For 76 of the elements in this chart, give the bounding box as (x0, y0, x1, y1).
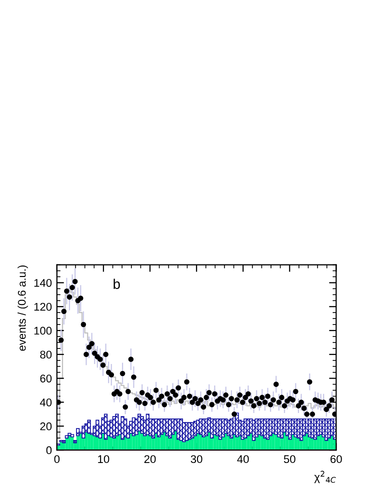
bar (196, 433, 200, 450)
bar (88, 433, 90, 450)
bar (96, 420, 100, 438)
x-tick-label: 40 (237, 455, 249, 464)
y-axis-title: events / (0.6 a.u.) (18, 265, 28, 351)
bar (110, 436, 113, 450)
bar (311, 438, 314, 450)
bar (73, 440, 77, 444)
bar (308, 436, 312, 450)
bar (116, 436, 118, 450)
bar (274, 434, 278, 450)
bar (330, 436, 334, 450)
bar (121, 439, 124, 450)
bar (291, 434, 294, 450)
bar (255, 436, 258, 450)
bar (236, 436, 238, 450)
bar (96, 436, 99, 450)
bar (230, 438, 233, 450)
bar (174, 430, 177, 450)
bar (258, 434, 261, 450)
bar (168, 438, 172, 450)
bar (76, 428, 80, 436)
bar (188, 439, 191, 450)
bar (269, 436, 272, 450)
bar (288, 439, 292, 450)
bar (241, 439, 244, 450)
y-tick-label: 100 (34, 326, 52, 335)
x-tick-label: 60 (330, 455, 342, 464)
bar (163, 432, 166, 450)
x-tick-label: 50 (284, 455, 296, 464)
y-tick-label: 60 (40, 374, 52, 382)
y-tick-label: 120 (34, 302, 52, 311)
bar (208, 432, 210, 450)
bar (70, 434, 74, 438)
bar (297, 438, 300, 450)
bar (250, 433, 252, 450)
bar (124, 418, 128, 438)
bar (68, 436, 71, 450)
bar (143, 436, 146, 450)
y-tick-label: 20 (40, 422, 52, 430)
bar (244, 438, 247, 450)
x-tick-label: 0 (54, 455, 60, 464)
bar (160, 434, 164, 450)
bar (93, 436, 96, 450)
x-tick-label: 20 (144, 455, 156, 464)
bar (202, 436, 205, 450)
bar (76, 436, 80, 450)
bar (194, 436, 197, 450)
x-axis-title: χ$^{2}$$_{4C}$ (314, 470, 336, 484)
bar (278, 436, 280, 450)
bar (149, 436, 152, 450)
y-tick-label: 140 (34, 278, 52, 287)
bar (302, 436, 306, 450)
annotation: b (114, 278, 120, 290)
y-tick-label: 40 (40, 398, 52, 406)
bar (62, 442, 66, 450)
bar (283, 432, 286, 450)
bar (324, 440, 328, 450)
bar (216, 436, 219, 450)
bar (107, 436, 110, 450)
bar (224, 433, 228, 450)
bar (102, 433, 104, 450)
bar (68, 432, 72, 436)
bar (154, 433, 158, 450)
y-tick-label: 80 (40, 350, 52, 359)
bar (135, 434, 138, 450)
bar (130, 433, 132, 450)
bar (316, 436, 320, 450)
y-tick-label: 0 (46, 446, 52, 454)
bar (140, 433, 144, 450)
x-tick-label: 30 (190, 455, 202, 464)
bar (264, 438, 266, 450)
x-tick-label: 10 (98, 455, 110, 464)
bar (182, 442, 186, 450)
bar (222, 436, 224, 450)
bar (322, 436, 325, 450)
